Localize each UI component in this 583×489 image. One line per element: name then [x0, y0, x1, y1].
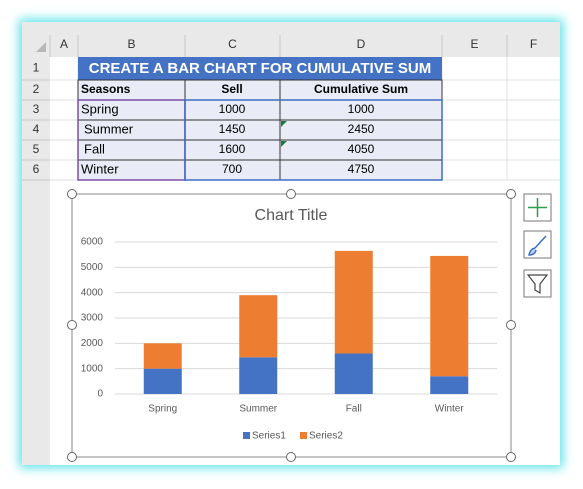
resize-handle[interactable]	[67, 320, 77, 330]
x-tick-label: Spring	[148, 404, 177, 415]
column-header[interactable]: F	[530, 37, 537, 51]
bar[interactable]	[239, 357, 278, 394]
select-all[interactable]	[36, 42, 46, 52]
y-tick-label: 4000	[81, 287, 104, 298]
table-cell[interactable]: 4750	[348, 162, 375, 176]
bar[interactable]	[334, 250, 373, 354]
table-cell[interactable]: 1000	[219, 102, 246, 116]
chart-title[interactable]: Chart Title	[255, 207, 328, 224]
table-cell[interactable]: 700	[222, 162, 242, 176]
column-header[interactable]: E	[470, 37, 478, 51]
table-header: Sell	[221, 82, 242, 96]
row-header[interactable]: 6	[33, 162, 40, 176]
column-header[interactable]: C	[228, 37, 237, 51]
table-cell[interactable]: Spring	[81, 101, 119, 116]
bar[interactable]	[430, 376, 469, 394]
x-tick-label: Fall	[346, 404, 362, 415]
y-tick-label: 3000	[81, 313, 104, 324]
table-cell[interactable]: Fall	[84, 141, 105, 156]
legend-label[interactable]: Series1	[252, 431, 286, 442]
y-tick-label: 2000	[81, 338, 104, 349]
x-tick-label: Summer	[239, 404, 277, 415]
bar[interactable]	[430, 255, 469, 377]
row-header-bar	[22, 57, 50, 465]
bar[interactable]	[143, 368, 182, 394]
row-header[interactable]: 5	[33, 142, 40, 156]
row-header[interactable]: 4	[33, 122, 40, 136]
error-flag	[281, 141, 287, 147]
table-body	[77, 79, 443, 181]
filter-icon	[526, 274, 549, 295]
table-cell[interactable]: Winter	[81, 161, 119, 176]
resize-handle[interactable]	[506, 189, 516, 199]
legend-swatch	[243, 432, 250, 439]
table-header: Cumulative Sum	[314, 82, 408, 96]
header-bar	[22, 22, 560, 57]
table-header: Seasons	[81, 82, 131, 96]
column-header[interactable]: B	[127, 37, 135, 51]
table-cell[interactable]: 1450	[219, 122, 246, 136]
resize-handle[interactable]	[286, 452, 296, 462]
y-tick-label: 5000	[81, 262, 104, 273]
row-header[interactable]: 2	[33, 82, 40, 96]
resize-handle[interactable]	[506, 320, 516, 330]
table-cell[interactable]: 1600	[219, 142, 246, 156]
chart-button[interactable]	[523, 269, 552, 298]
table-cell[interactable]: 1000	[348, 102, 375, 116]
column-header[interactable]: D	[357, 37, 366, 51]
legend-swatch	[300, 432, 307, 439]
y-tick-label: 6000	[81, 237, 104, 248]
row-header[interactable]: 1	[33, 61, 40, 75]
selection-cd	[184, 99, 443, 181]
x-tick-label: Winter	[435, 404, 465, 415]
bar[interactable]	[143, 343, 182, 369]
table-title: CREATE A BAR CHART FOR CUMULATIVE SUM	[89, 60, 431, 77]
resize-handle[interactable]	[67, 452, 77, 462]
table-cell[interactable]: 4050	[348, 142, 375, 156]
error-flag	[281, 121, 287, 127]
column-header[interactable]: A	[60, 37, 68, 51]
resize-handle[interactable]	[286, 189, 296, 199]
legend-label[interactable]: Series2	[309, 431, 343, 442]
table-title-cell	[78, 57, 442, 80]
brush-icon	[528, 235, 547, 256]
table-cell[interactable]: 2450	[348, 122, 375, 136]
resize-handle[interactable]	[506, 452, 516, 462]
y-tick-label: 0	[97, 389, 103, 400]
plus-icon	[528, 198, 547, 217]
resize-handle[interactable]	[67, 189, 77, 199]
bar[interactable]	[334, 353, 373, 394]
row-header[interactable]: 3	[33, 102, 40, 116]
bar[interactable]	[239, 295, 278, 358]
table-cell[interactable]: Summer	[84, 121, 134, 136]
y-tick-label: 1000	[81, 363, 104, 374]
